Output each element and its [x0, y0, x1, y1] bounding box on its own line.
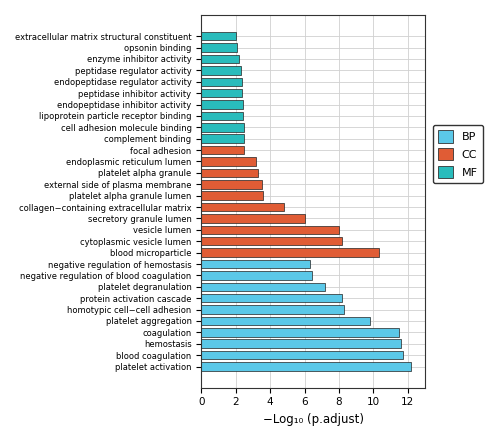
Bar	[202, 89, 242, 97]
Bar	[202, 32, 236, 41]
Bar	[202, 203, 284, 211]
Bar	[202, 100, 242, 109]
Bar	[202, 191, 264, 200]
Bar	[202, 180, 262, 189]
Bar	[202, 214, 304, 223]
Bar	[202, 362, 412, 371]
Bar	[202, 43, 237, 52]
Bar	[202, 237, 342, 246]
Bar	[202, 112, 242, 120]
Bar	[202, 225, 339, 234]
Bar	[202, 305, 344, 314]
Bar	[202, 317, 370, 325]
Legend: BP, CC, MF: BP, CC, MF	[433, 125, 484, 183]
X-axis label: −Log₁₀ (p.adjust): −Log₁₀ (p.adjust)	[262, 413, 364, 426]
Bar	[202, 260, 310, 268]
Bar	[202, 168, 258, 177]
Bar	[202, 340, 401, 348]
Bar	[202, 294, 342, 303]
Bar	[202, 146, 244, 154]
Bar	[202, 328, 400, 336]
Bar	[202, 123, 243, 131]
Bar	[202, 271, 312, 280]
Bar	[202, 351, 402, 359]
Bar	[202, 157, 256, 166]
Bar	[202, 283, 326, 291]
Bar	[202, 66, 241, 75]
Bar	[202, 55, 239, 63]
Bar	[202, 135, 244, 143]
Bar	[202, 248, 378, 257]
Bar	[202, 78, 242, 86]
